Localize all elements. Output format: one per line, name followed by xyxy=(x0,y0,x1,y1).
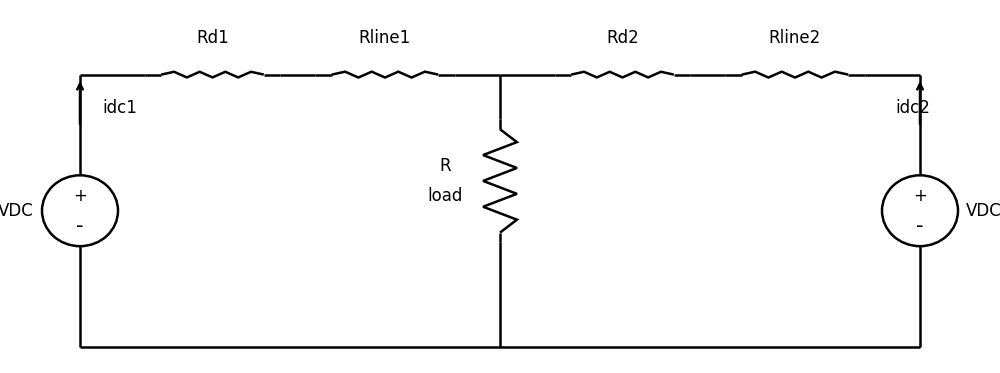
Text: VDC: VDC xyxy=(966,202,1000,220)
Text: idc1: idc1 xyxy=(102,99,137,117)
Text: -: - xyxy=(916,216,924,236)
Text: load: load xyxy=(427,187,463,205)
Text: idc2: idc2 xyxy=(895,99,930,117)
Text: +: + xyxy=(73,187,87,205)
Text: Rd2: Rd2 xyxy=(606,29,639,47)
Text: Rd1: Rd1 xyxy=(196,29,229,47)
Text: Rline1: Rline1 xyxy=(359,29,411,47)
Text: Rline2: Rline2 xyxy=(769,29,821,47)
Text: -: - xyxy=(76,216,84,236)
Text: VDC: VDC xyxy=(0,202,34,220)
Text: +: + xyxy=(913,187,927,205)
Text: R: R xyxy=(439,157,451,175)
